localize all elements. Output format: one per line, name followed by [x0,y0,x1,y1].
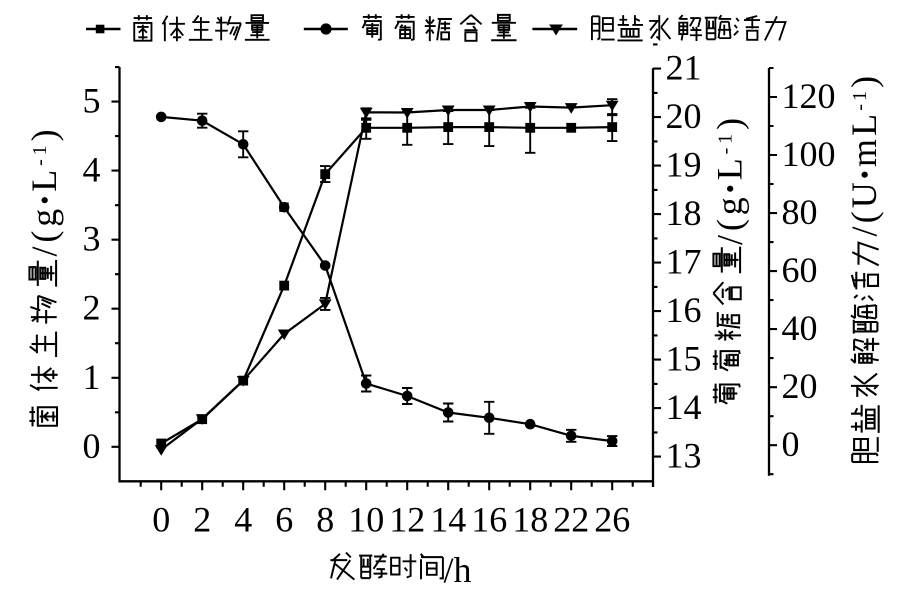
svg-text:0: 0 [782,424,800,464]
svg-text:14: 14 [430,500,466,540]
svg-text:6: 6 [275,500,293,540]
svg-text:20: 20 [782,366,818,406]
svg-text:100: 100 [782,134,836,174]
svg-text:8: 8 [316,500,334,540]
svg-text:22: 22 [553,500,589,540]
svg-text:13: 13 [666,436,702,476]
svg-text:4: 4 [234,500,252,540]
svg-text:20: 20 [666,96,702,136]
svg-text:0: 0 [83,426,101,466]
svg-text:18: 18 [666,193,702,233]
svg-text:26: 26 [594,500,630,540]
svg-text:1: 1 [83,357,101,397]
svg-text:/(U•mL-1): /(U•mL-1) [844,73,884,237]
svg-text:16: 16 [666,290,702,330]
svg-text:0: 0 [152,500,170,540]
svg-text:/(g•L-1): /(g•L-1) [24,126,64,257]
svg-text:120: 120 [782,76,836,116]
svg-text:80: 80 [782,192,818,232]
svg-text:3: 3 [83,219,101,259]
svg-text:/h: /h [444,550,472,590]
svg-text:2: 2 [83,288,101,328]
svg-text:10: 10 [348,500,384,540]
svg-text:2: 2 [193,500,211,540]
svg-text:40: 40 [782,308,818,348]
svg-text:18: 18 [512,500,548,540]
svg-text:4: 4 [83,150,101,190]
svg-text:12: 12 [389,500,425,540]
svg-text:5: 5 [83,81,101,121]
svg-text:14: 14 [666,387,702,427]
svg-text:60: 60 [782,250,818,290]
svg-text:19: 19 [666,145,702,185]
svg-text:15: 15 [666,339,702,379]
svg-text:16: 16 [471,500,507,540]
svg-text:21: 21 [666,48,702,88]
svg-text:17: 17 [666,242,702,282]
